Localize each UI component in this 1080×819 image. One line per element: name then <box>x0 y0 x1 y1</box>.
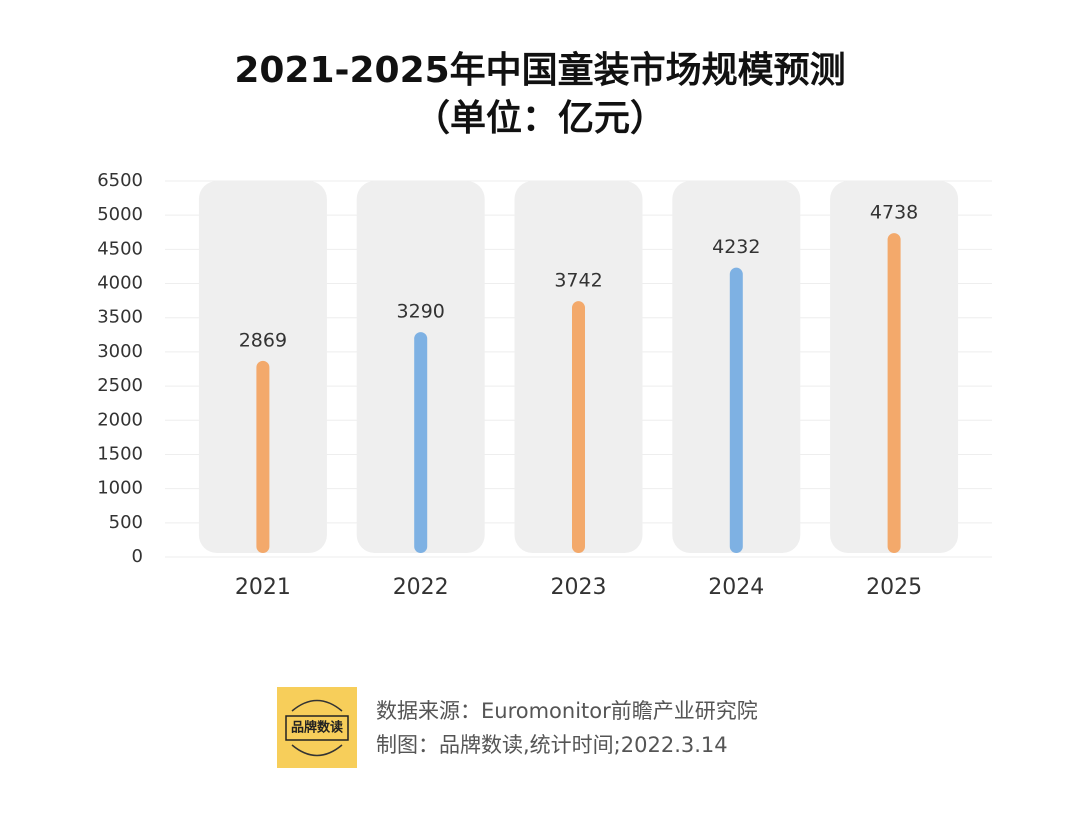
y-tick-label: 500 <box>109 512 143 533</box>
bar <box>414 332 428 553</box>
source-note: 数据来源：Euromonitor前瞻产业研究院 <box>376 699 758 723</box>
chart-subtitle: （单位：亿元） <box>414 98 666 139</box>
y-tick-label: 3000 <box>97 341 143 362</box>
x-tick-label: 2024 <box>708 575 764 600</box>
y-tick-label: 5000 <box>97 204 143 225</box>
x-tick-label: 2025 <box>866 575 922 600</box>
x-tick-label: 2021 <box>235 575 291 600</box>
y-tick-label: 0 <box>132 546 143 567</box>
logo-text: 品牌数读 <box>291 720 343 736</box>
bar <box>729 267 743 553</box>
y-tick-label: 6500 <box>97 170 143 191</box>
value-label: 3290 <box>397 301 445 323</box>
y-tick-label: 4500 <box>97 238 143 259</box>
x-tick-label: 2022 <box>393 575 449 600</box>
value-label: 4738 <box>870 202 918 224</box>
y-tick-label: 2500 <box>97 375 143 396</box>
value-label: 3742 <box>554 270 602 292</box>
logo-arc <box>291 699 343 757</box>
value-label: 2869 <box>239 329 287 351</box>
y-tick-label: 2000 <box>97 409 143 430</box>
bar <box>887 233 901 554</box>
bar <box>572 301 585 553</box>
value-label: 4232 <box>712 236 760 258</box>
y-tick-label: 1500 <box>97 443 143 464</box>
y-tick-label: 1000 <box>97 478 143 499</box>
x-tick-label: 2023 <box>551 575 607 600</box>
chart-title: 2021-2025年中国童装市场规模预测 <box>234 49 845 91</box>
credit-note: 制图：品牌数读,统计时间;2022.3.14 <box>376 733 728 757</box>
y-tick-label: 3500 <box>97 307 143 328</box>
y-tick-label: 4000 <box>97 273 143 294</box>
bar <box>256 360 270 553</box>
logo-frame <box>285 715 349 741</box>
